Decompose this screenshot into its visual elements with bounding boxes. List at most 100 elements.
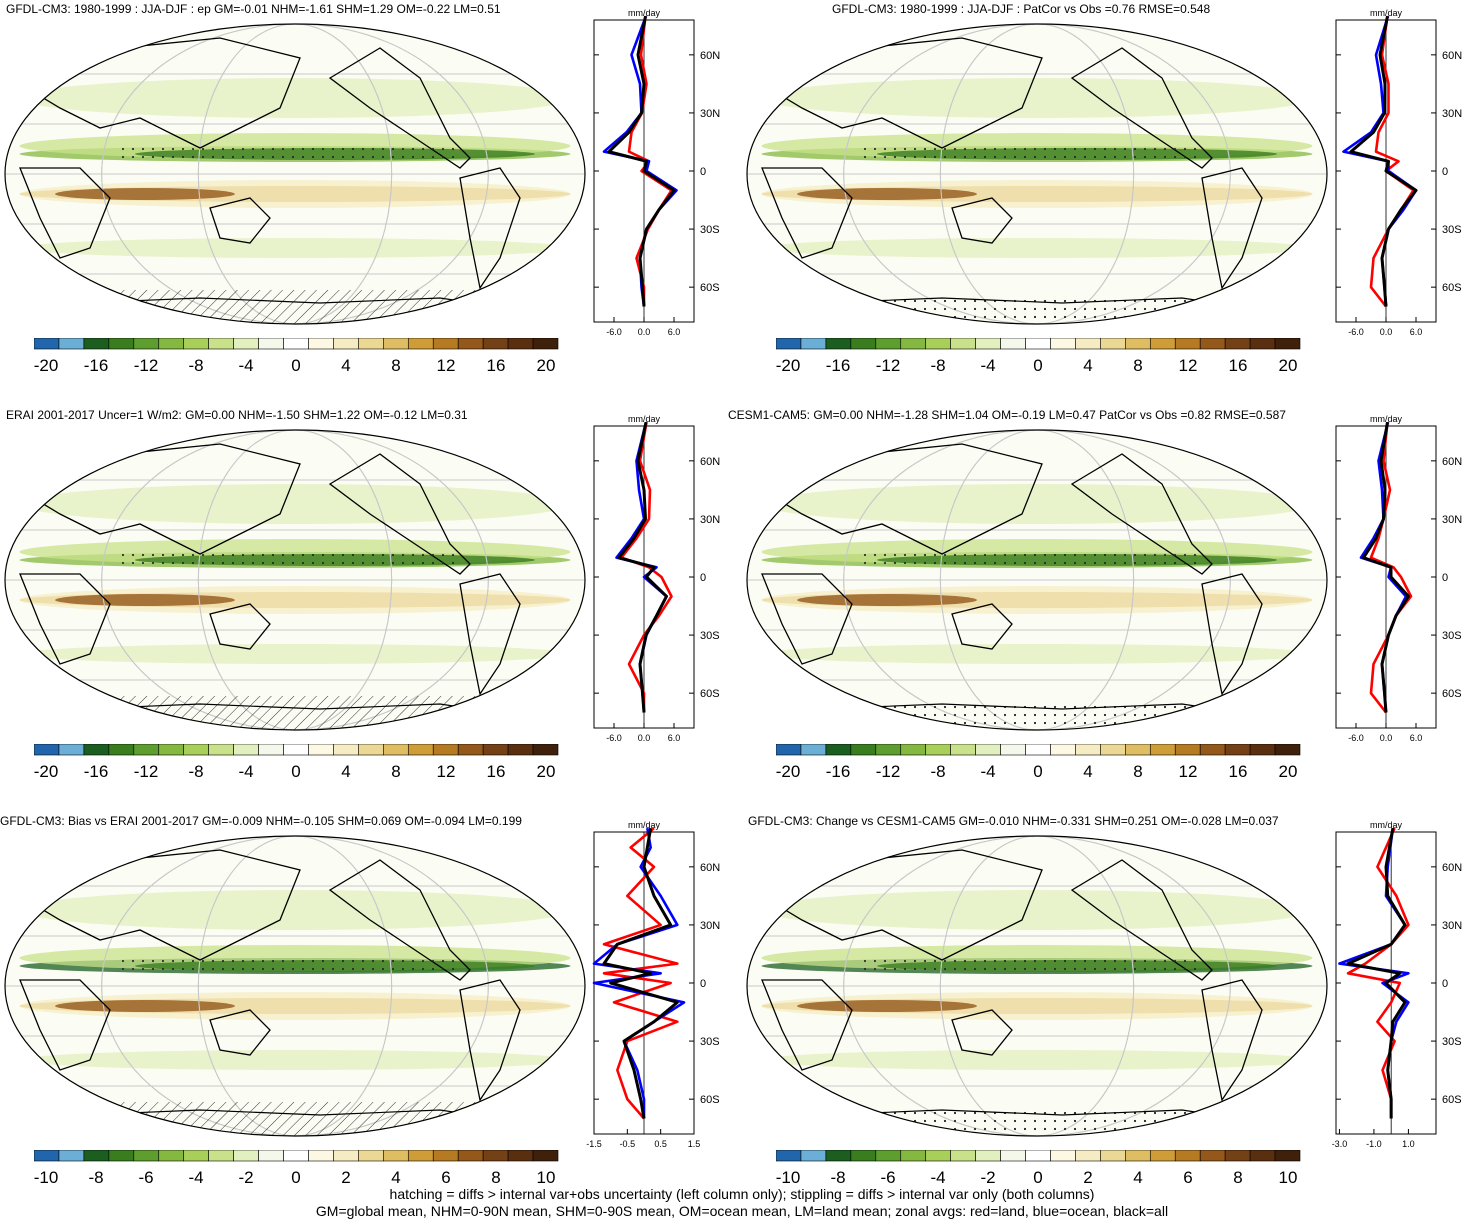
south-band-halo [19,992,571,1020]
map-border [746,23,1328,325]
lat-tick-label: 30S [700,1036,720,1048]
south-band-halo [19,180,571,208]
colorbar-swatch [1249,338,1276,350]
colorbar-swatch [1125,338,1151,350]
coastline [328,453,471,575]
colorbar-label: 8 [391,356,400,375]
footer-legend-note: GM=global mean, NHM=0-90N mean, SHM=0-90… [315,1203,1169,1219]
colorbar: -20 -16 -12 -8 -4 0 4 8 12 16 20 [776,744,1301,781]
colorbar-label: 12 [1179,356,1198,375]
colorbar-label: -12 [876,762,901,781]
coastline [761,167,853,259]
colorbar-swatch [1199,1150,1226,1162]
colorbar-swatch [457,744,484,756]
colorbar-swatch [1100,338,1126,350]
colorbar-swatch [457,338,484,350]
colorbar-label: -8 [830,1168,845,1187]
map-field [747,430,1327,730]
colorbar-swatch [108,338,135,350]
colorbar-label: -16 [826,762,851,781]
coastline [19,979,111,1071]
zonal-unit-label: mm/day [628,820,661,830]
colorbar-swatch [283,744,309,756]
colorbar-swatch [975,1150,1001,1162]
colorbar-swatch [133,744,160,756]
colorbar-swatch [333,338,359,350]
map-border [4,835,586,1137]
colorbar-label: 4 [1133,1168,1142,1187]
colorbar-swatch [1224,744,1251,756]
lat-tick-label: 0 [700,978,706,990]
coastline [1201,573,1263,696]
south-core [55,1000,235,1012]
colorbar-swatch [1050,338,1076,350]
colorbar-swatch [850,744,877,756]
colorbar-swatch [950,1150,976,1162]
colorbar-label: -20 [34,356,58,375]
colorbar-swatch [233,744,259,756]
colorbar-label: -16 [826,356,851,375]
colorbar-label: 8 [1133,356,1142,375]
colorbar-swatch [800,744,827,756]
colorbar-label: -4 [980,356,995,375]
lat-tick-label: 60N [1442,862,1462,874]
colorbar-swatch [208,1150,234,1162]
coastline [19,167,111,259]
colorbar-swatch [407,744,434,756]
lat-tick-label: 60S [700,1094,720,1106]
map-plot [4,429,586,731]
colorbar-swatch [900,1150,927,1162]
colorbar-swatch [183,744,209,756]
colorbar-swatch [776,338,802,350]
colorbar-swatch [108,1150,135,1162]
colorbar-swatch [1100,744,1126,756]
colorbar-swatch [1075,744,1101,756]
southern-ocean-band [761,1050,1313,1070]
south-band-halo [19,586,571,614]
panel-title: GFDL-CM3: Bias vs ERAI 2001-2017 GM=-0.0… [0,814,522,828]
lat-tick-label: 0 [1442,166,1448,178]
colorbar-swatch [383,1150,409,1162]
colorbar-swatch [1249,744,1276,756]
colorbar-label: -2 [238,1168,253,1187]
stippling [862,955,1202,973]
x-tick-label: -1.0 [1366,1139,1382,1149]
zonal-mean-plot: mm/day 60N 30N 0 30S 60S -6.0 0.0 6.0 [593,8,720,337]
colorbar-swatch [333,744,359,756]
colorbar-swatch [108,744,135,756]
colorbar-swatch [34,338,60,350]
colorbar-swatch [1075,1150,1101,1162]
colorbar-swatch [1149,744,1176,756]
colorbar-label: 16 [1229,356,1248,375]
south-band-halo [761,992,1313,1020]
colorbar-swatch [875,1150,902,1162]
colorbar-label: -8 [930,762,945,781]
colorbar-swatch [1199,338,1226,350]
colorbar-label: -4 [188,1168,203,1187]
coastline [1070,47,1213,169]
colorbar-swatch [1025,1150,1051,1162]
colorbar-swatch [532,338,559,350]
colorbar-swatch [308,744,334,756]
colorbar-swatch [1274,744,1301,756]
panel-title: CESM1-CAM5: GM=0.00 NHM=-1.28 SHM=1.04 O… [728,408,1286,422]
colorbar-swatch [333,1150,359,1162]
colorbar-swatch [800,338,827,350]
antarctic-stippling [842,702,1242,730]
colorbar-swatch [158,1150,185,1162]
colorbar-swatch [850,1150,877,1162]
colorbar-label: 6 [1183,1168,1192,1187]
lat-tick-label: 0 [700,166,706,178]
colorbar-label: 4 [1083,762,1092,781]
colorbar-swatch [1149,1150,1176,1162]
coastline [761,979,853,1071]
colorbar-label: 16 [1229,762,1248,781]
coastline [328,859,471,981]
colorbar-swatch [875,744,902,756]
panel-bottom-right: GFDL-CM3: Change vs CESM1-CAM5 GM=-0.010… [742,812,1484,1218]
graticule-lon [843,24,1231,324]
colorbar-swatch [1000,1150,1026,1162]
lat-tick-label: 0 [1442,978,1448,990]
footer-hatching-note: hatching = diffs > internal var+obs unce… [389,1186,1095,1202]
colorbar-label: -10 [34,1168,58,1187]
